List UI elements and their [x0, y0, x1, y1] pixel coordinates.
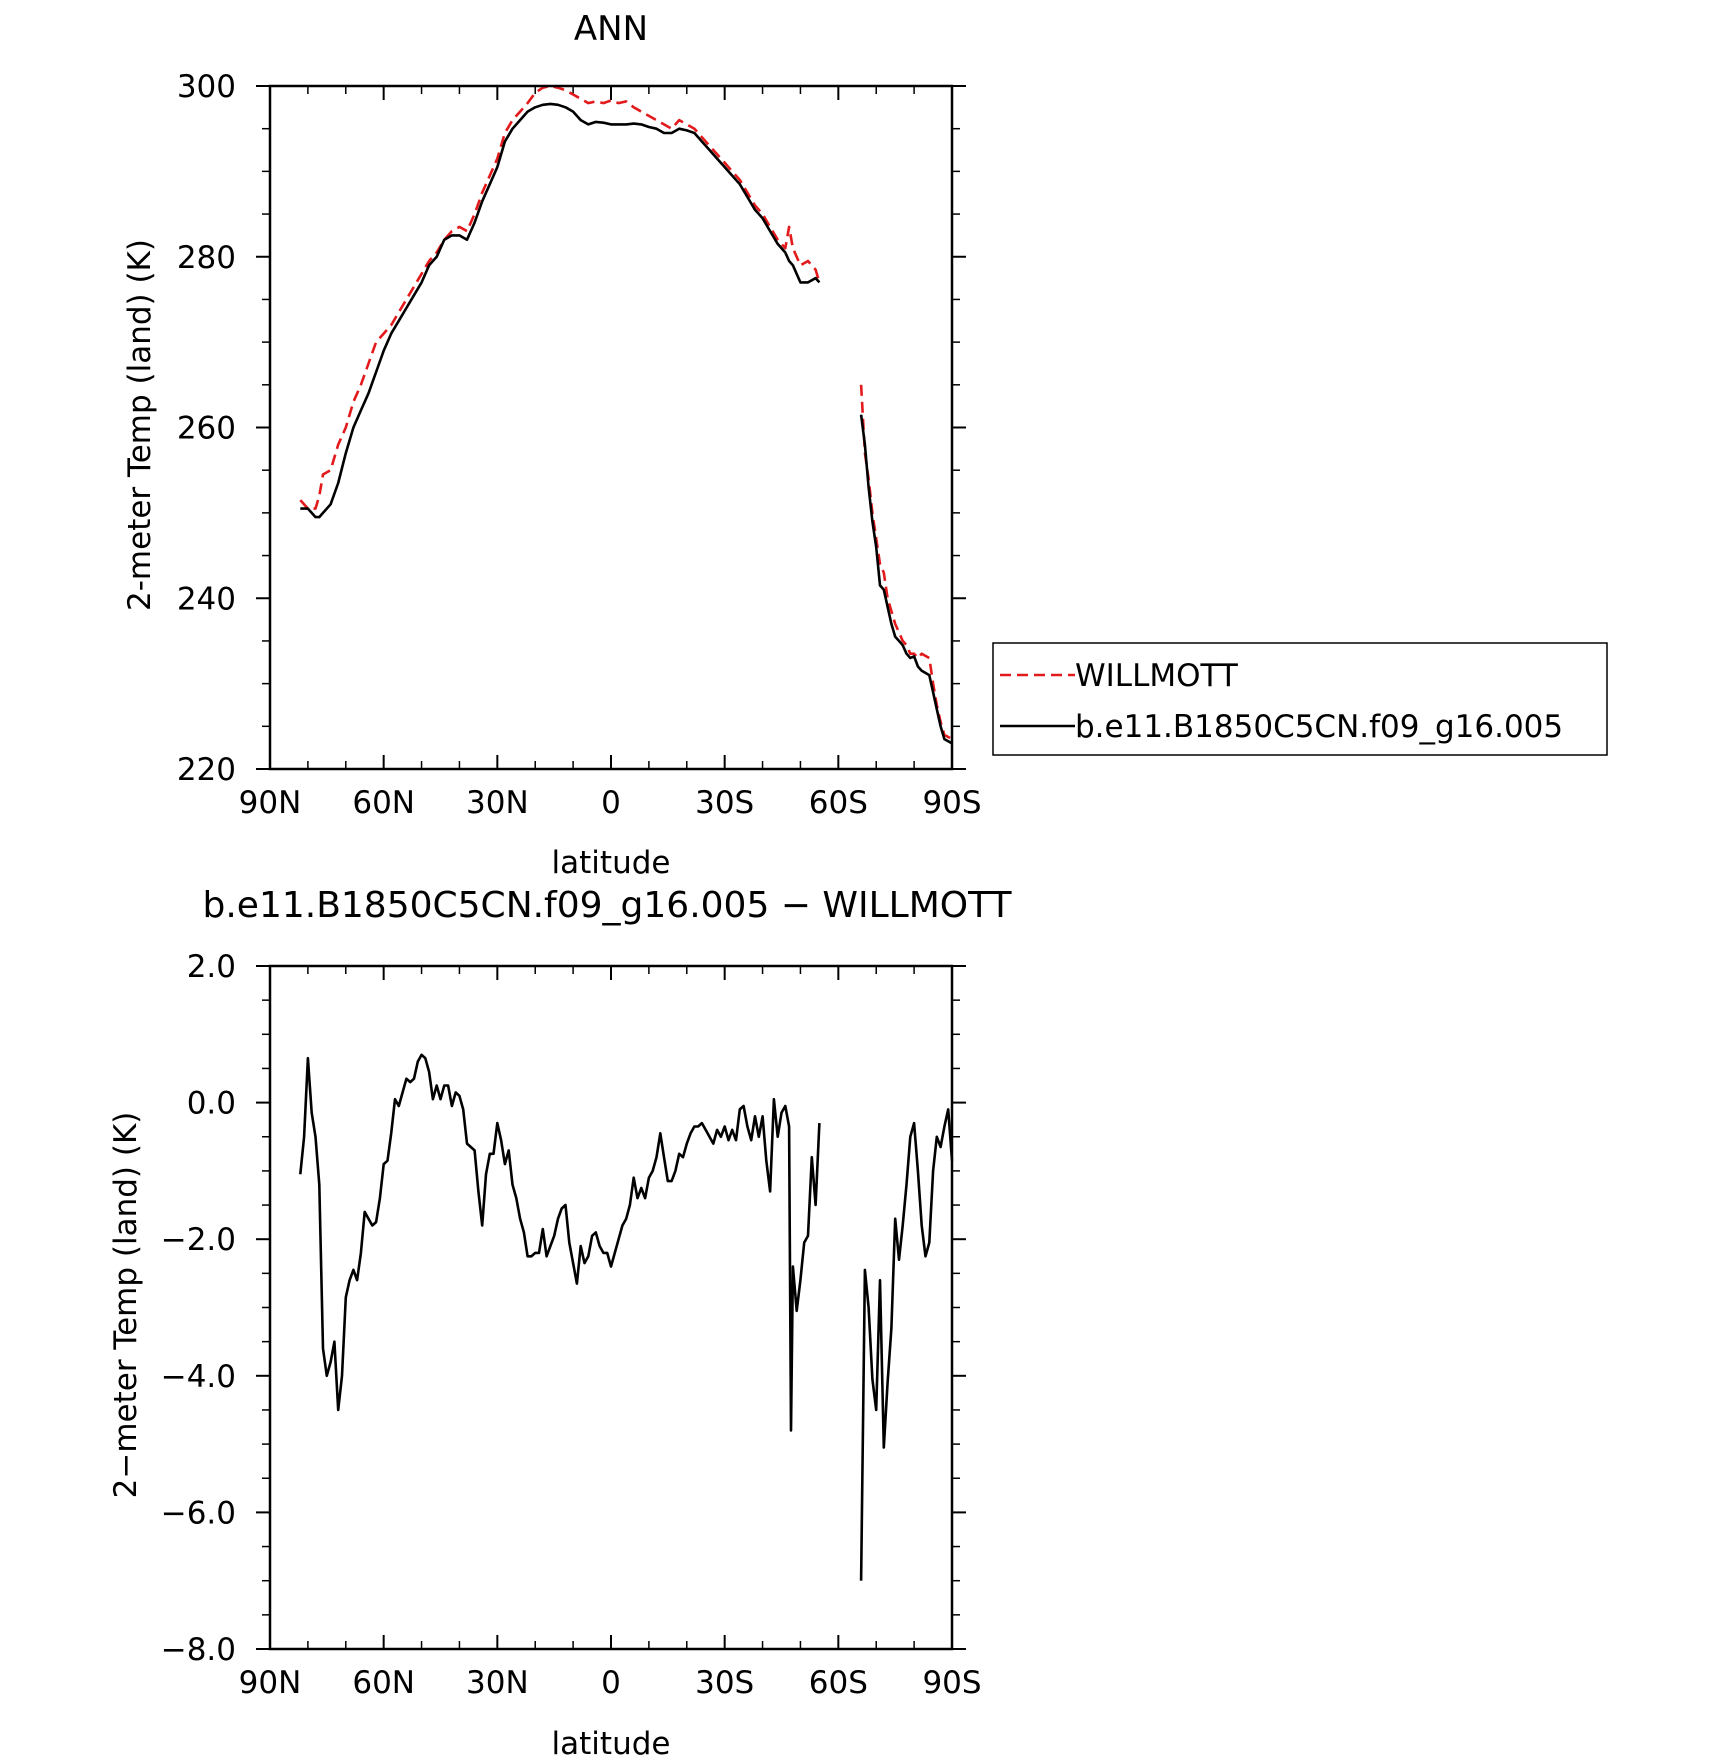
top-plot-frame — [268, 84, 954, 771]
top-title: ANN — [574, 9, 648, 49]
top-x-tick-label: 60N — [352, 785, 415, 821]
top-x-tick-label: 0 — [601, 785, 621, 821]
bottom-x-tick-label: 60N — [352, 1665, 415, 1701]
bottom-y-tick-label: −4.0 — [161, 1359, 236, 1395]
top-x-tick-label: 60S — [809, 785, 868, 821]
bottom-x-tick-label: 90N — [239, 1665, 302, 1701]
top-x-tick-label: 90S — [922, 785, 981, 821]
bottom-y-tick-label: −8.0 — [161, 1632, 236, 1668]
legend-box — [992, 642, 1608, 756]
top-tick-labels: 90N 60N 30N 0 30S 60S 90S 300 280 260 240 220 — [177, 69, 982, 821]
bottom-ticks — [256, 965, 966, 1650]
legend: WILLMOTT b.e11.B1850C5CN.f09_g16.005 — [992, 642, 1608, 756]
top-panel: ANN 2-meter Temp (land) (K) latitude 90N… — [122, 9, 982, 881]
top-y-tick-label: 300 — [177, 69, 236, 105]
bottom-x-tick-label: 30S — [695, 1665, 754, 1701]
bottom-y-tick-label: 0.0 — [187, 1086, 236, 1122]
top-ticks — [256, 85, 966, 770]
bottom-y-axis-label: 2−meter Temp (land) (K) — [108, 1112, 144, 1499]
top-y-tick-label: 220 — [177, 752, 236, 788]
top-x-tick-label: 30S — [695, 785, 754, 821]
top-x-tick-label: 90N — [239, 785, 302, 821]
bottom-x-tick-label: 30N — [466, 1665, 529, 1701]
top-series-line-willmott — [299, 84, 953, 741]
top-series-line-model — [300, 102, 953, 745]
bottom-series — [299, 1053, 954, 1581]
top-x-tick-label: 30N — [466, 785, 529, 821]
bottom-y-tick-label: 2.0 — [187, 949, 236, 985]
bottom-y-tick-label: −2.0 — [161, 1222, 236, 1258]
top-y-tick-label: 260 — [177, 411, 236, 447]
bottom-series-line-model — [299, 1053, 954, 1581]
top-y-tick-label: 280 — [177, 240, 236, 276]
bottom-panel: b.e11.B1850C5CN.f09_g16.005 − WILLMOTT 2… — [108, 885, 1013, 1761]
bottom-x-axis-label: latitude — [552, 1726, 671, 1756]
top-x-axis-label: latitude — [552, 845, 671, 881]
bottom-x-tick-label: 90S — [922, 1665, 981, 1701]
top-y-axis-label: 2-meter Temp (land) (K) — [122, 239, 158, 611]
top-series — [299, 84, 953, 745]
top-y-tick-label: 240 — [177, 581, 236, 617]
bottom-tick-labels: 90N 60N 30N 0 30S 60S 90S 2.0 0.0 −2.0 −4.0 −6.0 −8.… — [161, 949, 982, 1701]
bottom-title: b.e11.B1850C5CN.f09_g16.005 − WILLMOTT — [203, 885, 1013, 926]
bottom-x-tick-label: 60S — [809, 1665, 868, 1701]
legend-model-label: b.e11.B1850C5CN.f09_g16.005 — [1075, 709, 1563, 745]
bottom-plot-frame — [268, 964, 954, 1651]
bottom-x-tick-label: 0 — [601, 1665, 621, 1701]
bottom-y-tick-label: −6.0 — [161, 1495, 236, 1531]
legend-willmott-label: WILLMOTT — [1075, 658, 1239, 694]
